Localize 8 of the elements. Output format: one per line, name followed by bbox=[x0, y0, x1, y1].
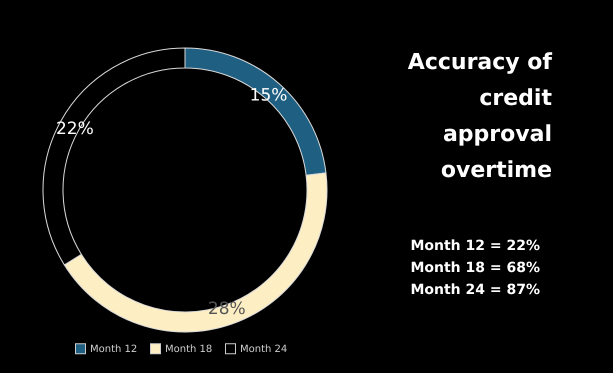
legend-label: Month 12 bbox=[90, 344, 138, 355]
legend-label: Month 24 bbox=[240, 344, 288, 355]
text: Month 24 = 87% bbox=[410, 282, 540, 298]
data-label: 28% bbox=[208, 298, 246, 319]
text: Accuracy of credit approval overtime bbox=[408, 50, 552, 183]
text: Month 18 = 68% bbox=[410, 260, 540, 276]
legend-label: Month 18 bbox=[165, 344, 212, 355]
text: Month 12 = 22% bbox=[410, 238, 540, 254]
